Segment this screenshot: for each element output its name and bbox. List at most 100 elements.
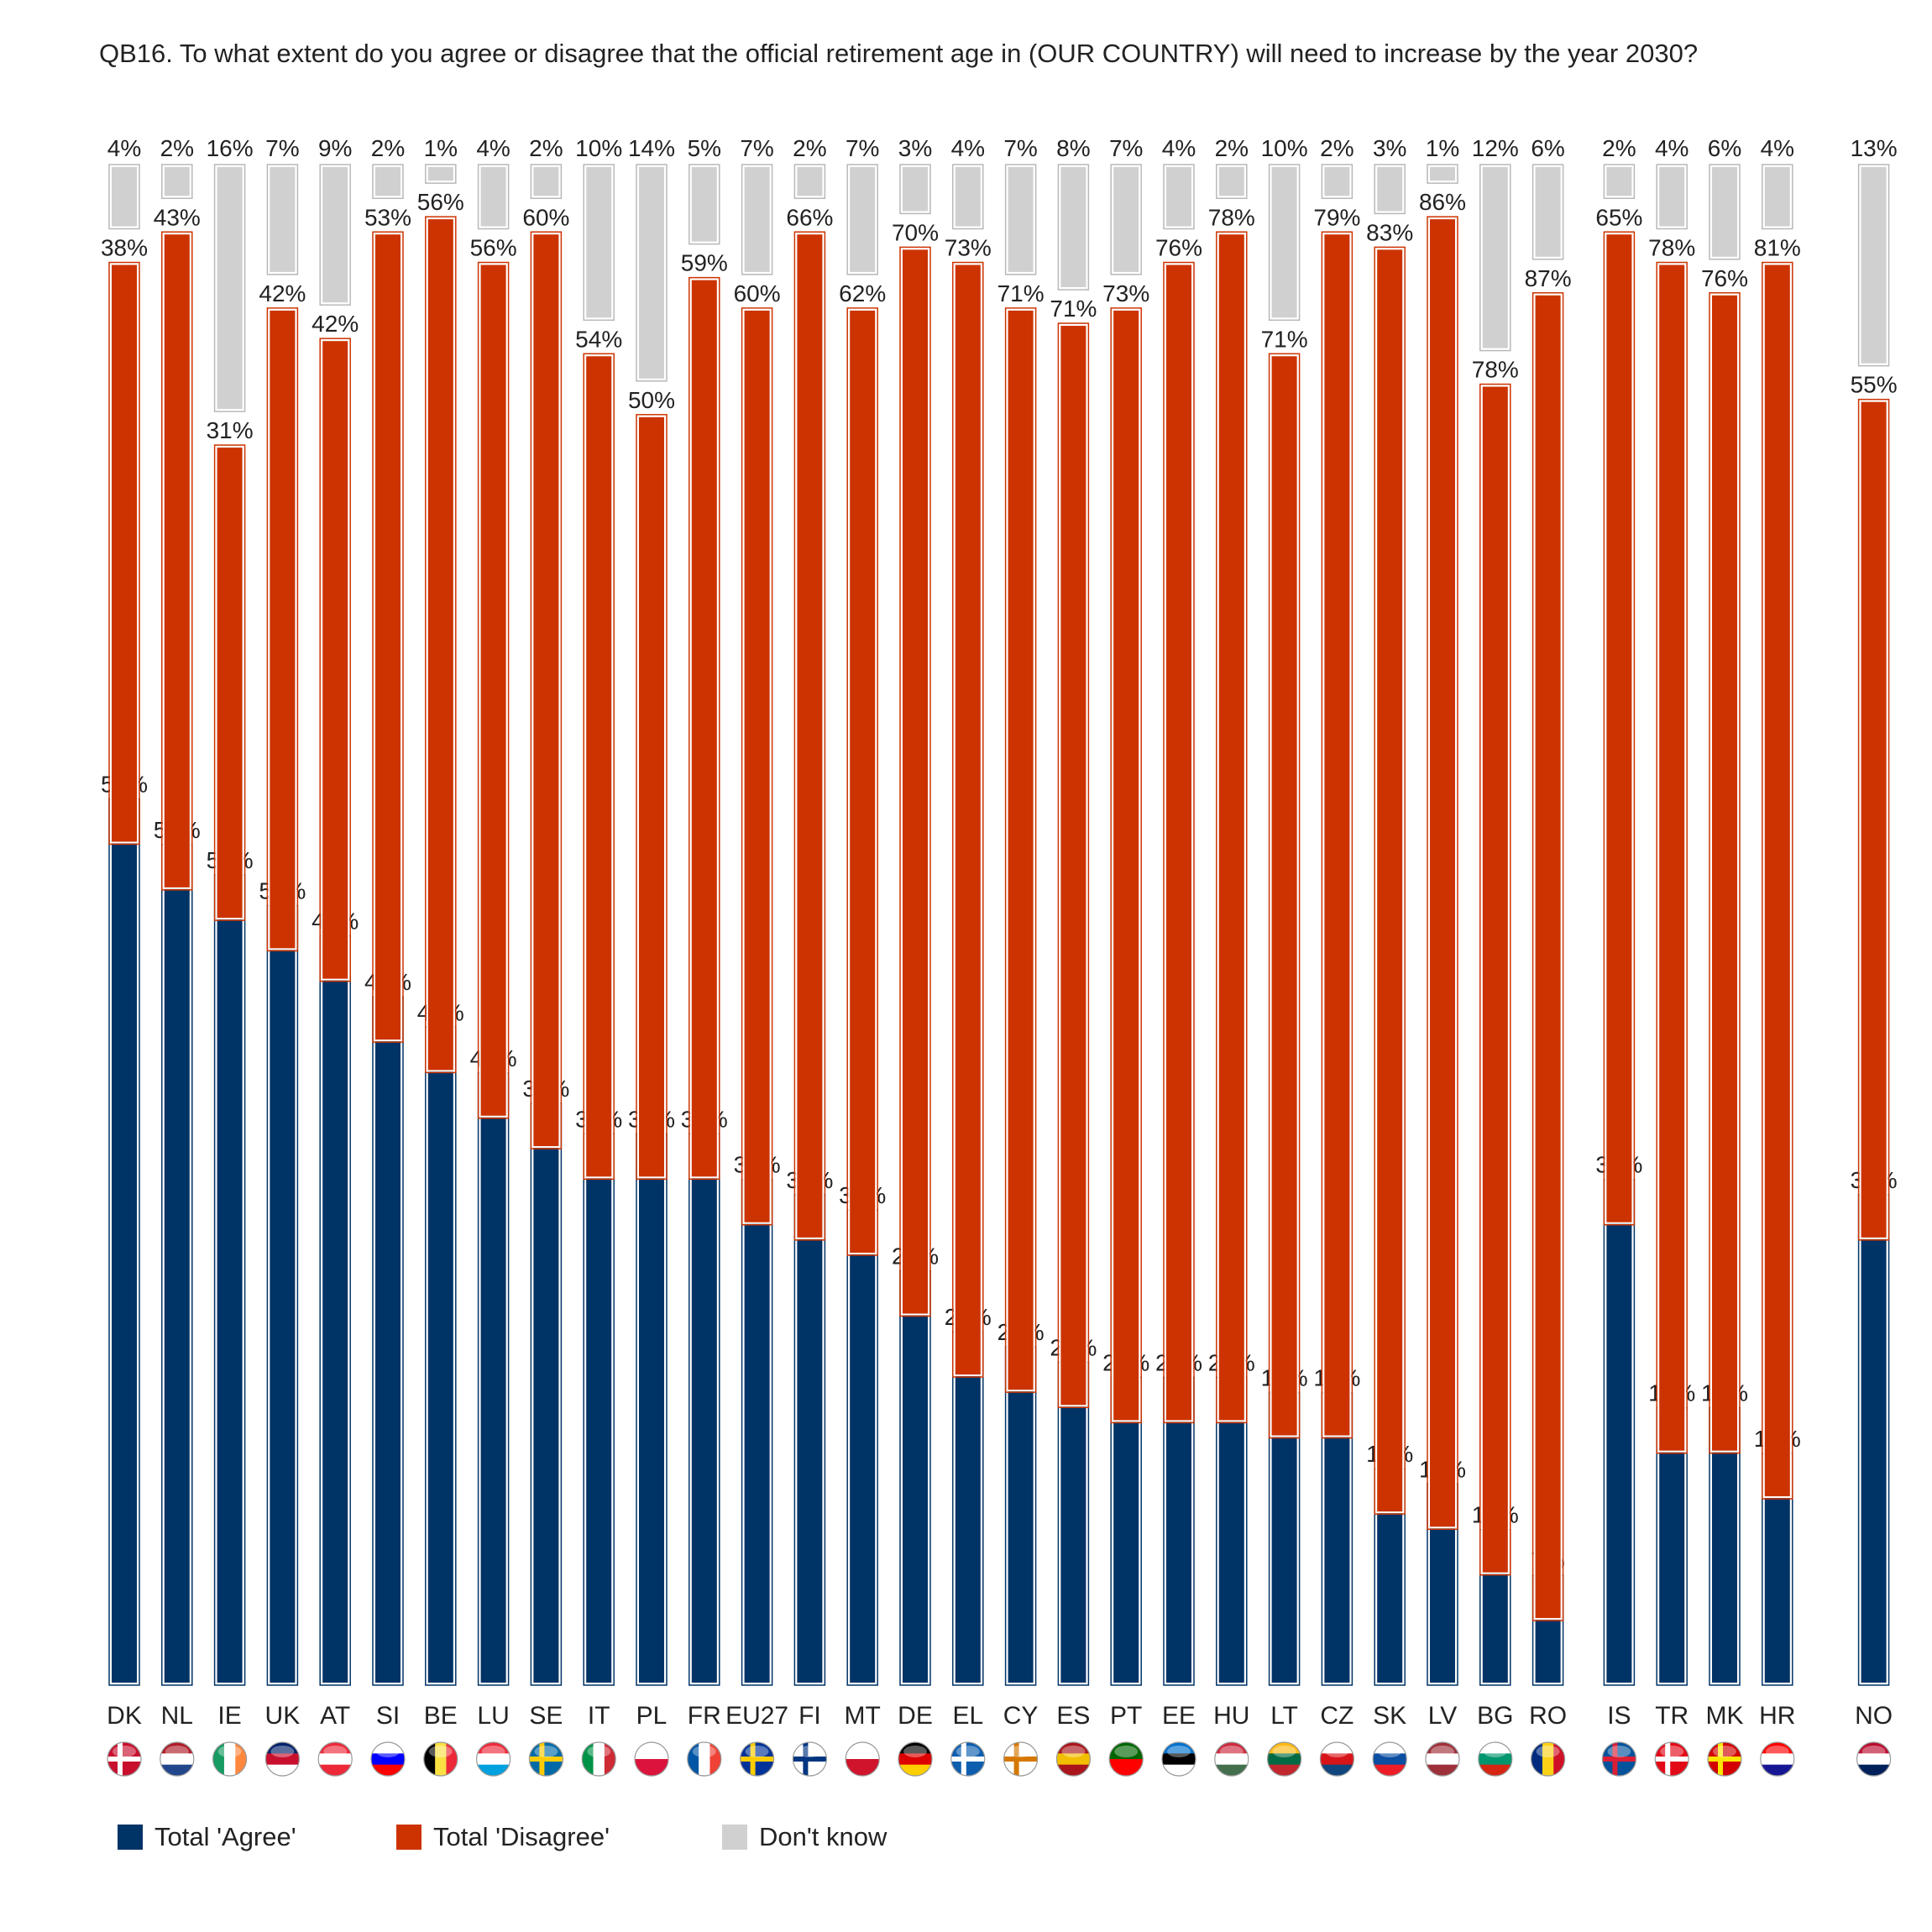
- bar-disagree-cy-outline: [1004, 307, 1037, 1393]
- legend-swatch-agree: [118, 1825, 143, 1850]
- category-label-fr: FR: [688, 1702, 721, 1730]
- bar-dontknow-lt: [1270, 165, 1299, 320]
- category-label-at: AT: [320, 1702, 350, 1730]
- label-disagree-fi: 66%: [786, 204, 833, 230]
- mk-flag-icon: [1707, 1741, 1742, 1777]
- category-label-lt: LT: [1270, 1702, 1298, 1730]
- label-dontknow-be: 1%: [424, 135, 458, 161]
- bar-agree-es: [1059, 1363, 1088, 1685]
- category-label-si: SI: [376, 1702, 400, 1730]
- ee-flag-icon: [1161, 1741, 1196, 1777]
- label-disagree-ro: 87%: [1525, 265, 1572, 291]
- bar-dontknow-cy: [1006, 165, 1035, 274]
- category-label-be: BE: [424, 1702, 458, 1730]
- category-label-lv: LV: [1428, 1702, 1457, 1730]
- category-label-it: IT: [588, 1702, 610, 1730]
- category-label-uk: UK: [265, 1702, 301, 1730]
- bar-dontknow-se: [531, 165, 561, 198]
- bar-disagree-it: [584, 354, 614, 1179]
- bar-dontknow-ie-outline: [213, 164, 246, 412]
- label-disagree-is: 65%: [1595, 204, 1642, 230]
- es-flag-icon: [1055, 1741, 1092, 1777]
- bar-dontknow-sk: [1375, 165, 1405, 213]
- bar-disagree-no: [1859, 400, 1888, 1239]
- bar-dontknow-bg-outline: [1479, 164, 1511, 352]
- bar-disagree-es-outline: [1057, 322, 1090, 1409]
- no-flag-icon: [1856, 1741, 1892, 1777]
- bar-dontknow-tr-outline: [1656, 164, 1688, 230]
- lt-flag-icon: [1266, 1741, 1302, 1777]
- mt-flag-icon: [845, 1741, 880, 1777]
- label-disagree-el: 73%: [945, 235, 992, 261]
- bar-disagree-mk-outline: [1709, 292, 1741, 1454]
- label-disagree-tr: 78%: [1648, 235, 1695, 261]
- bar-dontknow-ee: [1165, 165, 1193, 228]
- category-label-pl: PL: [636, 1702, 668, 1730]
- bar-dontknow-es-outline: [1057, 164, 1090, 291]
- bar-disagree-pl: [637, 415, 666, 1179]
- label-disagree-mt: 62%: [839, 280, 886, 306]
- bar-disagree-cz-outline: [1321, 231, 1353, 1439]
- bar-disagree-uk-outline: [266, 307, 299, 952]
- label-dontknow-lt: 10%: [1261, 135, 1308, 161]
- bar-dontknow-hr: [1762, 165, 1792, 228]
- bar-agree-cy: [1006, 1348, 1035, 1684]
- label-dontknow-mt: 7%: [846, 135, 879, 161]
- label-dontknow-fr: 5%: [688, 135, 721, 161]
- dk-flag-icon: [107, 1741, 142, 1777]
- bar-dontknow-si-outline: [372, 164, 404, 200]
- label-disagree-cz: 79%: [1313, 204, 1360, 230]
- label-disagree-es: 71%: [1050, 296, 1097, 322]
- label-dontknow-pt: 7%: [1109, 135, 1143, 161]
- bar-disagree-bg-outline: [1479, 383, 1511, 1576]
- bar-disagree-pl-outline: [636, 414, 668, 1181]
- category-label-lu: LU: [477, 1702, 509, 1730]
- category-label-el: EL: [952, 1702, 983, 1730]
- label-dontknow-eu27: 7%: [740, 135, 773, 161]
- bar-disagree-lu: [479, 263, 508, 1118]
- bar-dontknow-is-outline: [1603, 164, 1636, 200]
- bar-dontknow-pl-outline: [636, 164, 668, 382]
- bar-dontknow-mk-outline: [1709, 164, 1741, 260]
- legend-item-disagree: Total 'Disagree': [396, 1822, 610, 1852]
- bar-disagree-eu27-outline: [741, 307, 773, 1226]
- bar-dontknow-dk-outline: [108, 164, 140, 230]
- bar-disagree-si-outline: [372, 231, 404, 1043]
- eu-flag-icon: [739, 1741, 775, 1777]
- label-disagree-sk: 83%: [1366, 219, 1413, 245]
- bar-dontknow-be: [426, 165, 455, 183]
- bar-agree-pt: [1112, 1378, 1141, 1685]
- bar-disagree-lt-outline: [1268, 353, 1301, 1439]
- label-disagree-fr: 59%: [681, 250, 728, 276]
- label-dontknow-lv: 1%: [1426, 135, 1459, 161]
- label-disagree-be: 56%: [417, 189, 464, 215]
- bar-agree-eu27: [742, 1180, 772, 1684]
- bg-flag-icon: [1478, 1741, 1513, 1777]
- bar-disagree-el-outline: [952, 261, 984, 1378]
- category-label-sk: SK: [1373, 1702, 1406, 1730]
- label-dontknow-ee: 4%: [1162, 135, 1196, 161]
- bar-dontknow-cz-outline: [1321, 164, 1353, 200]
- bar-agree-si: [374, 997, 402, 1684]
- bar-agree-tr: [1657, 1408, 1687, 1685]
- label-dontknow-fi: 2%: [793, 135, 826, 161]
- label-dontknow-dk: 4%: [107, 135, 141, 161]
- category-label-hr: HR: [1759, 1702, 1795, 1730]
- bar-disagree-hu: [1217, 233, 1246, 1422]
- bar-disagree-cz: [1322, 233, 1352, 1437]
- bar-dontknow-el-outline: [952, 164, 984, 230]
- legend-item-agree: Total 'Agree': [118, 1822, 296, 1852]
- label-disagree-se: 60%: [522, 204, 569, 230]
- label-dontknow-cy: 7%: [1003, 135, 1037, 161]
- label-dontknow-si: 2%: [371, 135, 405, 161]
- label-dontknow-it: 10%: [575, 135, 622, 161]
- el-flag-icon: [950, 1741, 986, 1777]
- bar-agree-nl: [162, 845, 191, 1684]
- category-label-pt: PT: [1110, 1702, 1142, 1730]
- label-disagree-hr: 81%: [1754, 235, 1801, 261]
- category-label-is: IS: [1607, 1702, 1631, 1730]
- label-dontknow-tr: 4%: [1655, 135, 1689, 161]
- bar-disagree-be: [426, 217, 455, 1072]
- label-disagree-uk: 42%: [259, 280, 306, 306]
- bar-disagree-is: [1605, 233, 1634, 1224]
